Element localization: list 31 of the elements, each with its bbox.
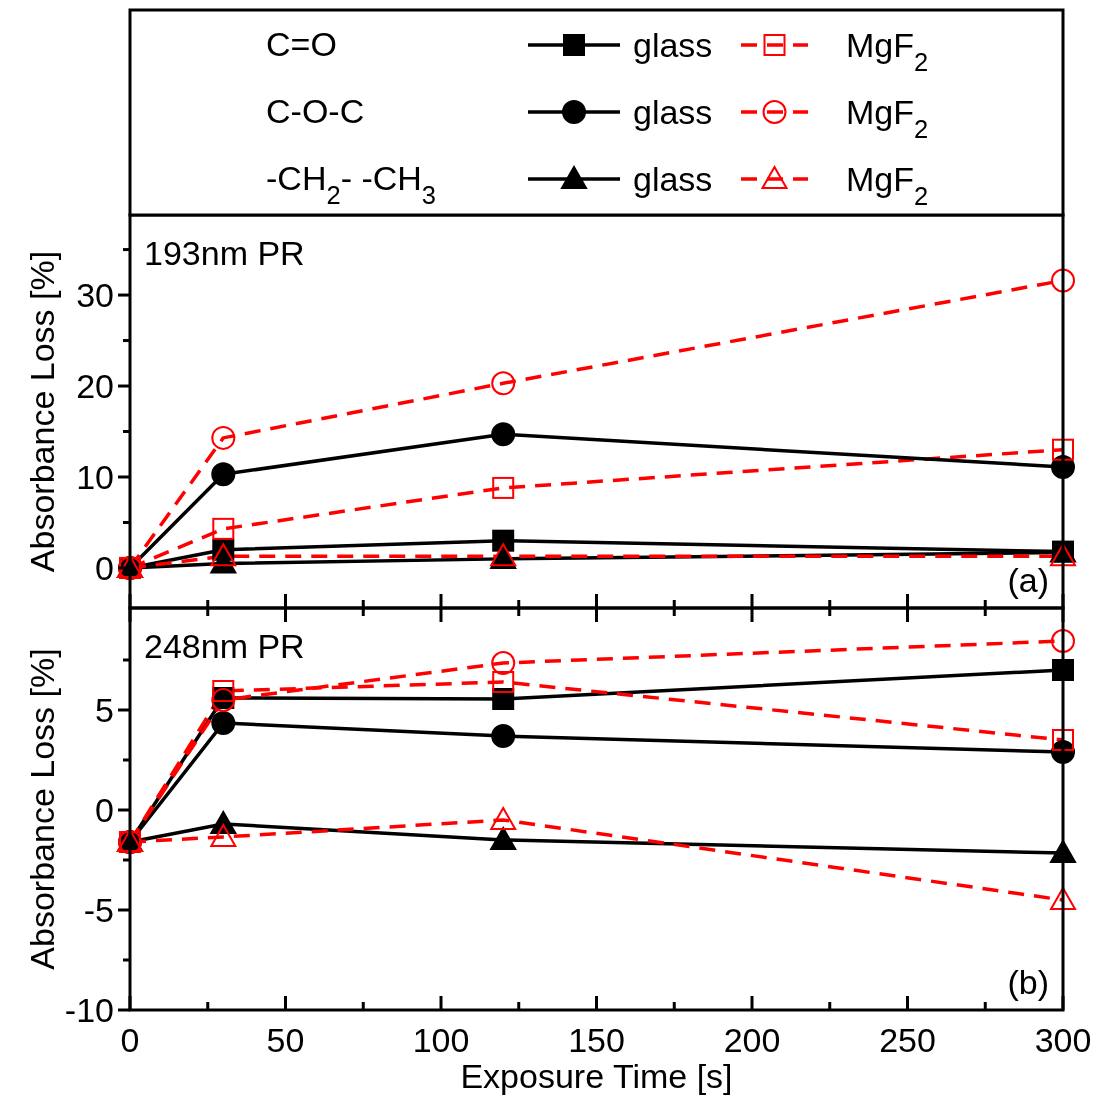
legend-label: glass [633,93,713,131]
x-tick-label: 0 [120,1021,140,1059]
legend-label: MgF$_{2}$ [846,93,929,143]
annotation: 193nm PR [144,234,305,272]
x-axis-title: Exposure Time [s] [460,1057,733,1095]
y-tick-label: 10 [76,458,114,496]
x-tick-label: 250 [879,1021,936,1059]
x-tick-label: 150 [568,1021,625,1059]
legend-label: MgF$_{2}$ [846,26,929,76]
y-tick-label: 30 [76,276,114,315]
text: C-O-C [266,92,365,130]
text: -CH$_{2}$- -CH$_{3}$ [266,159,437,209]
y-tick-label: 0 [95,791,114,829]
legend-label: glass [633,26,713,64]
y-tick-label: 0 [95,548,114,587]
annotation: 248nm PR [144,627,305,665]
x-tick-label: 300 [1034,1021,1092,1059]
y-tick-label: -5 [83,891,114,929]
annotation: (a) [1007,561,1049,599]
x-tick-label: 50 [266,1021,305,1059]
y-axis-title: Absorbance Loss [%] [23,648,61,970]
y-axis-title: Absorbance Loss [%] [23,250,61,573]
legend-label: MgF$_{2}$ [846,160,929,210]
x-tick-label: 200 [723,1021,781,1059]
y-tick-label: 20 [76,367,114,406]
legend-label: glass [633,160,713,198]
y-tick-label: 5 [95,691,114,729]
y-tick-label: -10 [64,991,114,1029]
x-tick-label: 100 [412,1021,470,1059]
annotation: (b) [1007,963,1049,1001]
text: C=O [266,25,337,63]
